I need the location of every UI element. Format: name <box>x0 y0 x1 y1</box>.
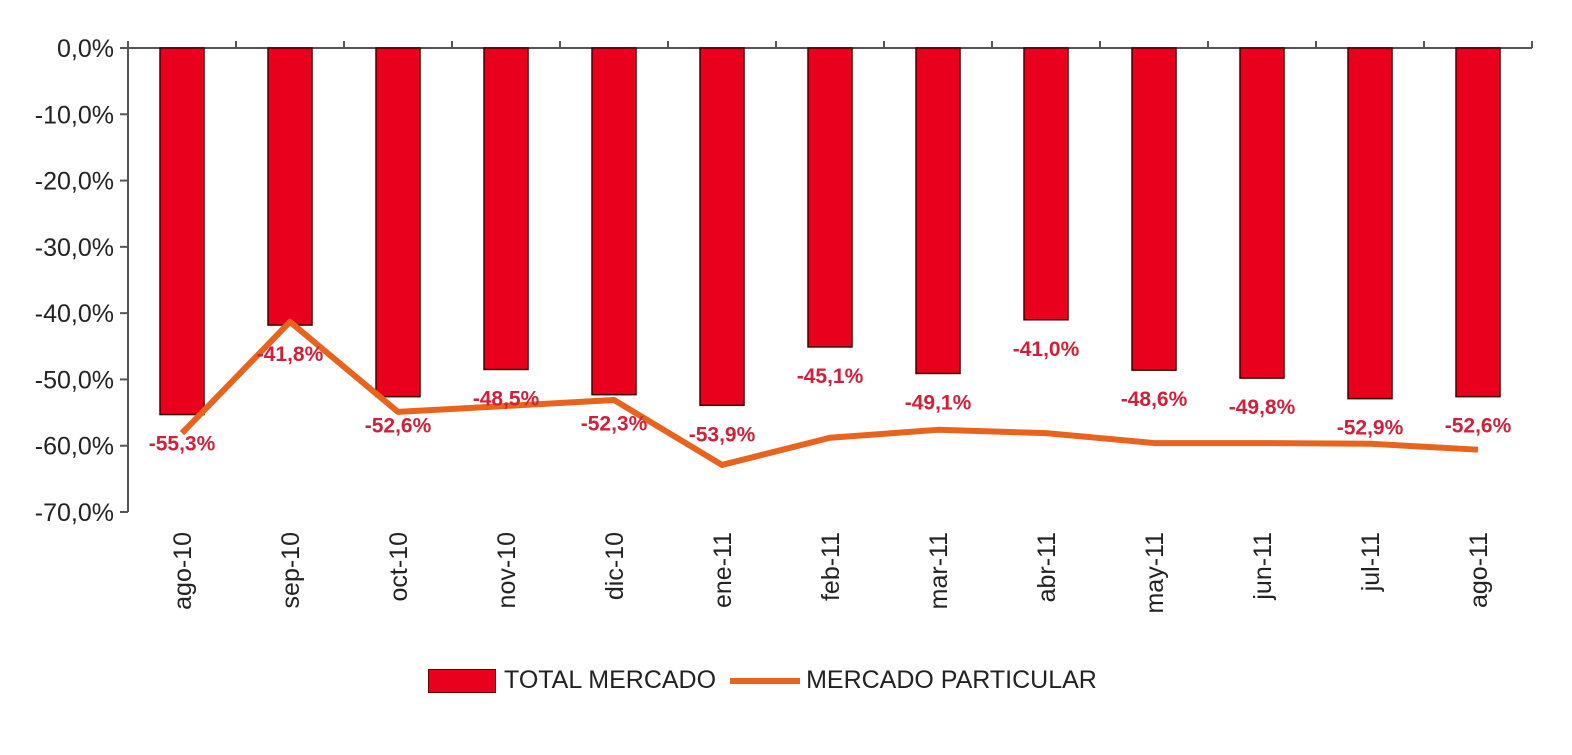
data-label: -52,6% <box>1445 415 1512 438</box>
bar-jun-11 <box>1239 47 1285 379</box>
x-tick-label: ago-11 <box>1465 532 1493 608</box>
data-label: -45,1% <box>797 365 864 388</box>
y-tick-label: -20,0% <box>35 168 114 196</box>
legend-swatch-mercado-particular <box>730 677 801 684</box>
bar-mar-11 <box>915 47 961 375</box>
data-label: -52,3% <box>581 413 648 436</box>
y-tick-label: -70,0% <box>35 499 114 527</box>
bar-oct-10 <box>375 47 421 398</box>
data-label: -52,6% <box>365 415 432 438</box>
data-label: -55,3% <box>149 433 216 456</box>
bar-ago-11 <box>1455 47 1501 398</box>
line-mercado-particular <box>179 318 1479 468</box>
data-label: -48,5% <box>473 387 540 410</box>
data-label: -41,0% <box>1013 338 1080 361</box>
x-tick-label: jul-11 <box>1357 532 1385 592</box>
x-tick-label: jun-11 <box>1249 532 1277 601</box>
bar-dic-10 <box>591 47 637 396</box>
bar-feb-11 <box>807 47 853 348</box>
x-tick-label: sep-10 <box>277 532 305 608</box>
bar-ago-10 <box>159 47 205 416</box>
x-tick-label: feb-11 <box>817 532 845 601</box>
y-tick-label: -30,0% <box>35 234 114 262</box>
x-tick-label: oct-10 <box>385 532 413 601</box>
legend-label-mercado-particular: MERCADO PARTICULAR <box>806 666 1097 694</box>
x-tick-label: mar-11 <box>925 532 953 609</box>
x-tick-label: dic-10 <box>601 532 629 600</box>
legend-swatch-total-mercado <box>428 668 496 693</box>
x-tick-label: ene-11 <box>709 532 737 608</box>
x-tick-label: ago-10 <box>169 532 197 610</box>
data-label: -53,9% <box>689 423 756 446</box>
bar-jul-11 <box>1347 47 1393 400</box>
bar-may-11 <box>1131 47 1177 371</box>
x-tick-label: may-11 <box>1141 532 1169 614</box>
x-tick-label: abr-11 <box>1033 532 1061 602</box>
data-label: -52,9% <box>1337 417 1404 440</box>
legend-label-total-mercado: TOTAL MERCADO <box>504 666 717 694</box>
y-tick-label: -40,0% <box>35 300 114 328</box>
y-tick-label: -10,0% <box>35 101 114 129</box>
bar-ene-11 <box>699 47 745 407</box>
y-tick-label: 0,0% <box>57 35 114 63</box>
y-tick-label: -60,0% <box>35 433 114 461</box>
data-label: -41,8% <box>257 343 324 366</box>
x-tick-label: nov-10 <box>493 532 521 608</box>
y-tick-label: -50,0% <box>35 366 114 394</box>
bar-abr-11 <box>1023 47 1069 321</box>
bar-sep-10 <box>267 47 313 326</box>
bar-nov-10 <box>483 47 529 371</box>
legend: TOTAL MERCADO MERCADO PARTICULAR <box>428 666 1097 695</box>
data-label: -49,1% <box>905 391 972 414</box>
data-label: -48,6% <box>1121 388 1188 411</box>
data-label: -49,8% <box>1229 396 1296 419</box>
